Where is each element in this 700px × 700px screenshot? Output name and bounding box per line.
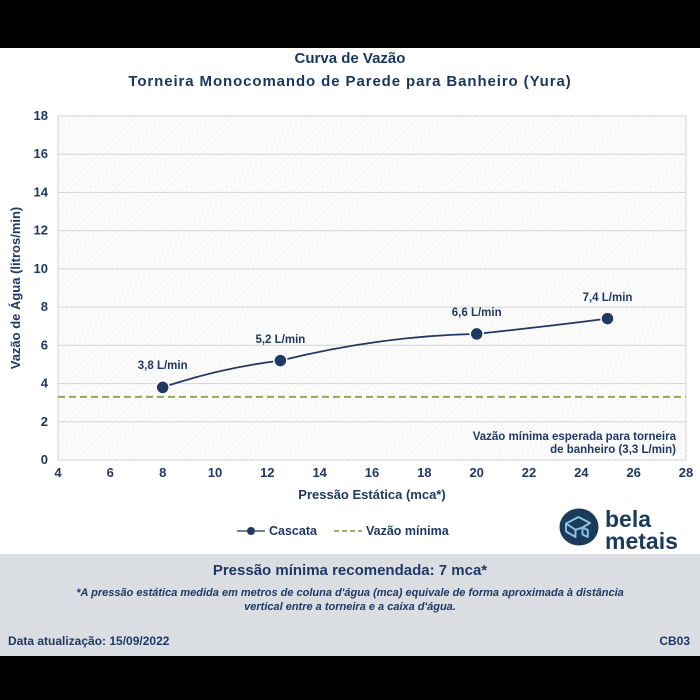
- svg-text:22: 22: [522, 465, 536, 480]
- svg-text:16: 16: [365, 465, 379, 480]
- svg-text:26: 26: [626, 465, 640, 480]
- svg-text:18: 18: [417, 465, 431, 480]
- svg-text:10: 10: [34, 261, 48, 276]
- svg-text:14: 14: [34, 184, 49, 199]
- svg-text:Vazão de Água (litros/min): Vazão de Água (litros/min): [8, 207, 23, 370]
- svg-text:2: 2: [41, 414, 48, 429]
- svg-text:0: 0: [41, 452, 48, 467]
- svg-text:Pressão Estática (mca*): Pressão Estática (mca*): [298, 487, 445, 502]
- svg-text:6: 6: [41, 337, 48, 352]
- svg-text:Vazão mínima: Vazão mínima: [366, 524, 450, 538]
- svg-text:6: 6: [107, 465, 114, 480]
- svg-text:6,6 L/min: 6,6 L/min: [452, 307, 502, 319]
- svg-text:4: 4: [41, 376, 49, 391]
- svg-text:12: 12: [34, 223, 48, 238]
- svg-text:de banheiro (3,3 L/min): de banheiro (3,3 L/min): [550, 444, 676, 456]
- svg-text:18: 18: [34, 108, 48, 123]
- svg-text:7,4 L/min: 7,4 L/min: [583, 292, 633, 304]
- svg-text:Cascata: Cascata: [269, 524, 318, 538]
- svg-text:14: 14: [312, 465, 327, 480]
- svg-text:5,2 L/min: 5,2 L/min: [255, 334, 305, 346]
- svg-text:8: 8: [41, 299, 48, 314]
- svg-text:3,8 L/min: 3,8 L/min: [138, 360, 188, 372]
- svg-text:12: 12: [260, 465, 274, 480]
- svg-text:28: 28: [679, 465, 693, 480]
- svg-text:8: 8: [159, 465, 166, 480]
- svg-text:metais: metais: [605, 528, 678, 552]
- svg-text:10: 10: [208, 465, 222, 480]
- svg-text:Vazão mínima esperada para tor: Vazão mínima esperada para torneira: [473, 431, 677, 443]
- svg-text:16: 16: [34, 146, 48, 161]
- svg-text:4: 4: [54, 465, 62, 480]
- svg-text:24: 24: [574, 465, 589, 480]
- svg-text:20: 20: [469, 465, 483, 480]
